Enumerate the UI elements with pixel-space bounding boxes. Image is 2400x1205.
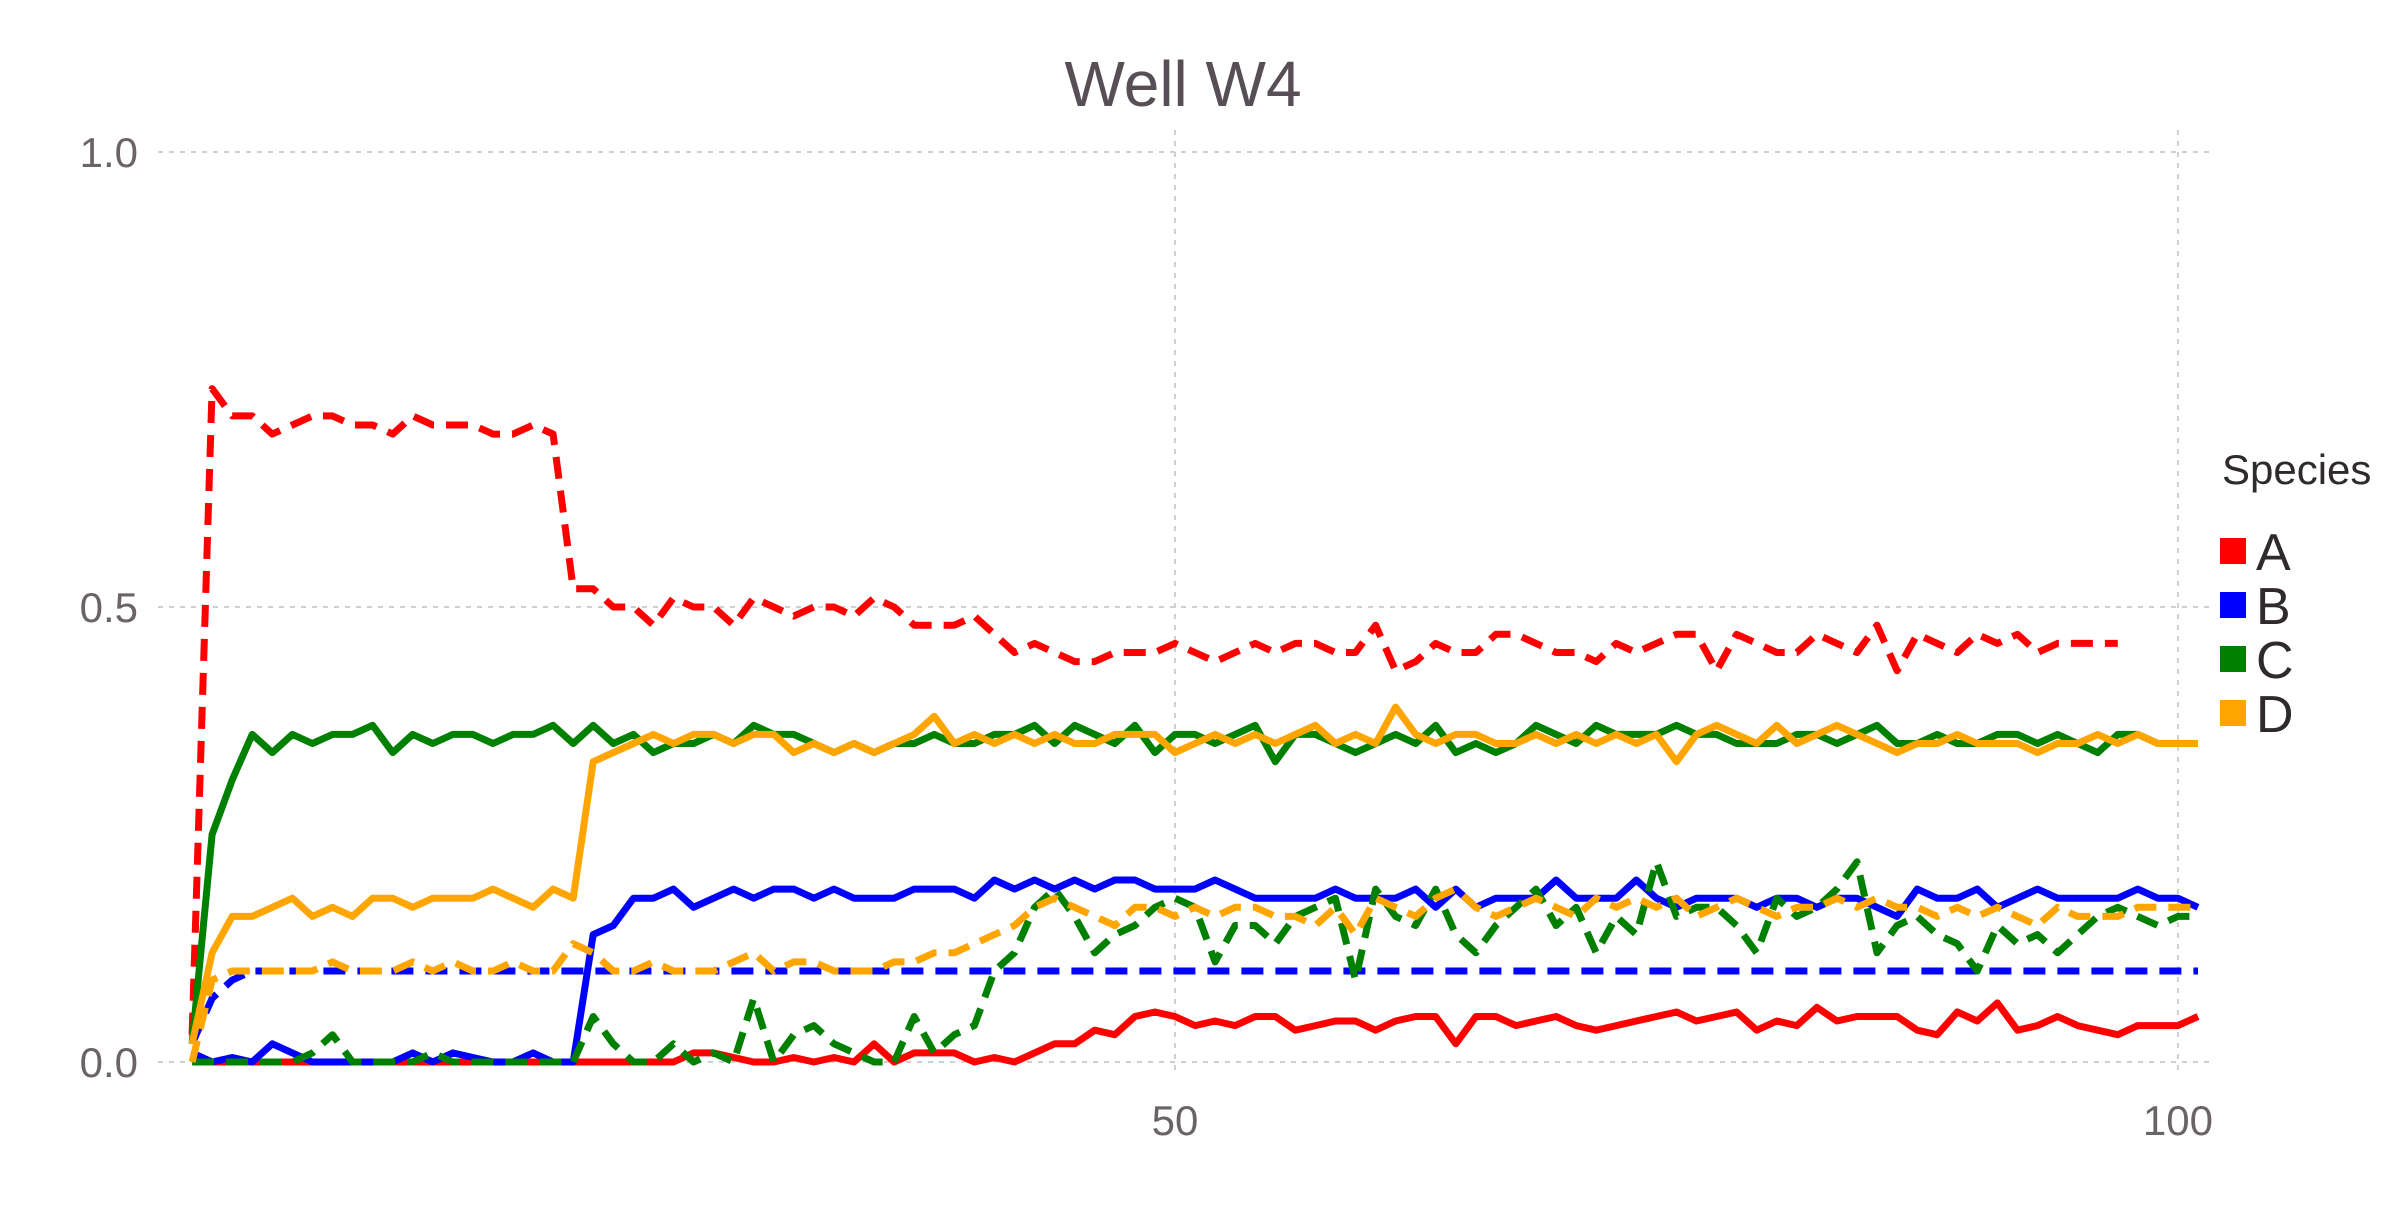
grid [158,130,2212,1070]
series-line-b-dashed [188,967,2198,1046]
legend-label-a: A [2256,524,2291,582]
x-tick-label: 100 [2143,1097,2213,1144]
y-tick-label: 0.5 [80,584,138,631]
legend-swatch-a [2220,538,2246,564]
series-line-a-dashed [188,385,2118,1035]
legend-label-d: D [2256,686,2294,744]
series-line-c-solid [188,721,2198,1045]
series-line-a-solid [190,999,2200,1066]
x-tick-label: 50 [1152,1097,1199,1144]
y-axis-ticks: 0.0 0.5 1.0 [80,129,138,1086]
y-tick-label: 1.0 [80,129,138,176]
legend-swatch-c [2220,646,2246,672]
legend-title: Species [2222,446,2371,493]
legend-swatch-b [2220,592,2246,618]
series-lines [188,385,2200,1066]
legend-swatch-d [2220,700,2246,726]
legend-label-b: B [2256,578,2291,636]
series-line-d-solid [188,703,2198,1045]
series-line-d-dashed [188,885,2198,1063]
y-tick-label: 0.0 [80,1039,138,1086]
chart-title: Well W4 [1064,48,1301,120]
x-axis-ticks: 50 100 [1152,1097,2213,1144]
legend-label-c: C [2256,632,2294,690]
